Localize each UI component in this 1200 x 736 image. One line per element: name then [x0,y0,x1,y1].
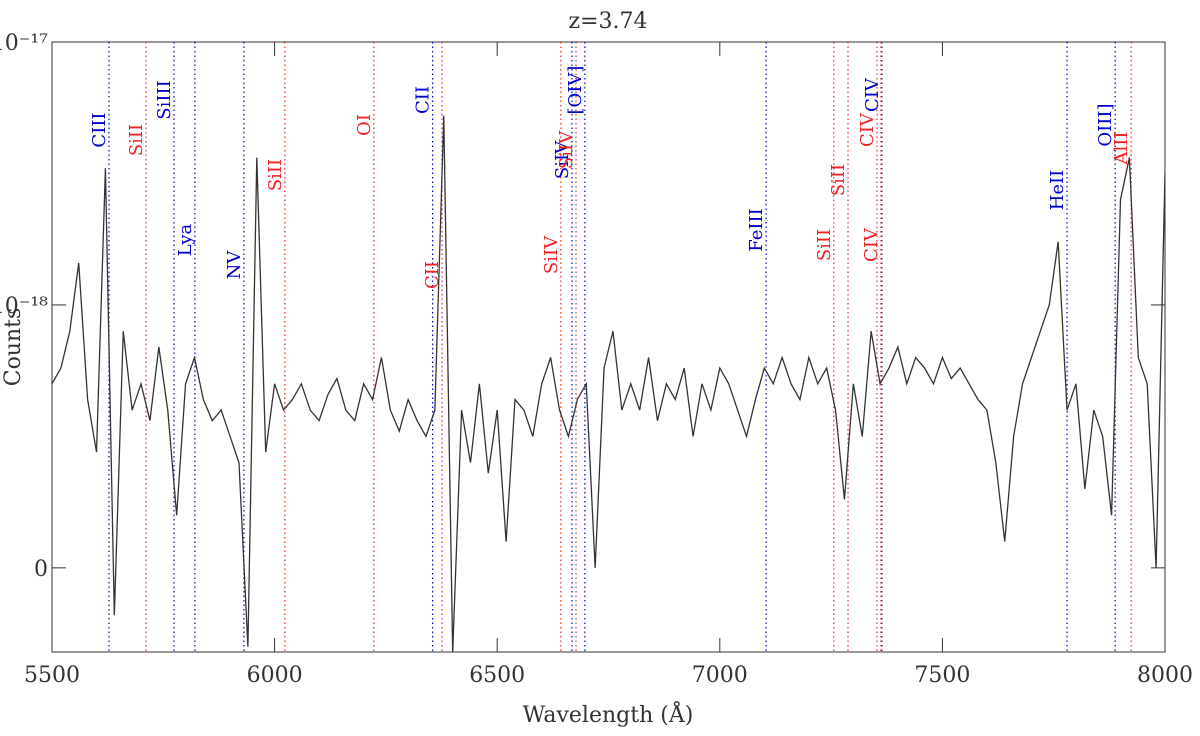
plot-frame [51,41,1166,653]
marker-label: [OIV] [565,66,586,115]
marker-label: SiIII [154,80,175,119]
marker-label: Lya [175,223,196,256]
marker-label: SiII [814,229,835,261]
marker-label: AlII [1111,132,1132,166]
marker-label: OI [354,114,375,136]
marker-label: OIII] [1095,103,1116,146]
marker-label: SiII [126,124,147,156]
x-tick-label: 6000 [247,663,303,688]
marker-label: SiIV [552,140,573,179]
y-tick-label: 0 [34,557,48,582]
marker-label: CIV [861,227,882,262]
marker-label: HeII [1047,170,1068,211]
x-tick-label: 8000 [1137,663,1193,688]
chart-title: z=3.74 [568,9,647,34]
marker-label: SiIV [556,130,577,169]
marker-label: CII [422,261,443,289]
y-tick-label: 5×10⁻¹⁸ [0,294,48,319]
marker-label: SiII [265,159,286,191]
x-tick-label: 7500 [914,663,970,688]
y-tick-label: 10⁻¹⁷ [0,31,48,56]
marker-label: FeIII [746,208,767,252]
x-tick-label: 6500 [469,663,525,688]
x-axis-label: Wavelength (Å) [523,700,694,728]
marker-label: CII [413,86,434,114]
marker-label: CIV [857,112,878,147]
x-tick-label: 5500 [24,663,80,688]
marker-label: NV [224,250,245,280]
y-axis-label: Counts [1,308,26,387]
marker-label: SiII [828,164,849,196]
spectrum-line [52,115,1165,652]
marker-label: SiIV [541,235,562,274]
marker-label: CIII [89,112,110,147]
marker-label: CIV [862,77,883,112]
x-tick-label: 7000 [692,663,748,688]
